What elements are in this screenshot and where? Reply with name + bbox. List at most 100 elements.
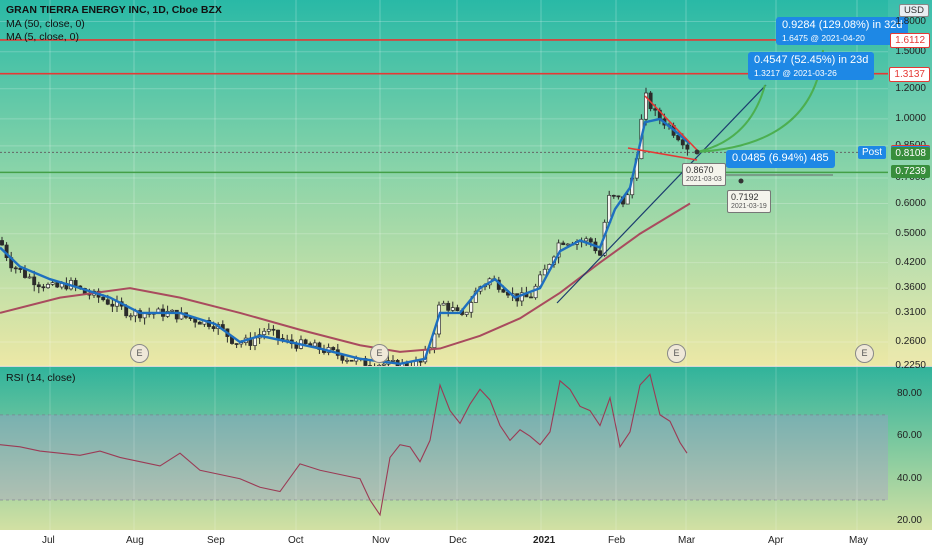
rsi-tick-label: 80.00 [896, 387, 922, 399]
candle-body [529, 296, 533, 299]
earnings-marker-2[interactable]: E [370, 344, 389, 363]
triangle-upper-line [644, 95, 698, 151]
candle-body [501, 289, 506, 293]
rsi-band [0, 414, 888, 501]
candle-body [303, 339, 308, 344]
time-tick-label: Sep [207, 535, 225, 546]
rsi-tick-label: 20.00 [896, 515, 922, 527]
candle-body [142, 313, 147, 319]
candle-body [418, 360, 423, 363]
candle-body [584, 238, 589, 242]
candle-body [50, 282, 55, 285]
earnings-marker-3[interactable]: E [667, 344, 686, 363]
candle-body [266, 328, 271, 332]
candle-body [32, 276, 37, 286]
price-flag-1: 0.8670 2021-03-03 [682, 163, 726, 187]
candle-body [685, 144, 690, 150]
price-flag-2-value: 0.7192 [731, 192, 759, 202]
price-flag-2: 0.7192 2021-03-19 [727, 190, 771, 214]
candle-body [105, 299, 110, 305]
earnings-marker-1[interactable]: E [130, 344, 149, 363]
candle-body [73, 280, 78, 287]
candle-body [253, 337, 257, 346]
currency-button[interactable]: USD [898, 4, 929, 17]
candle-body [312, 342, 317, 347]
candle-body [262, 330, 267, 335]
time-tick-label: Feb [608, 535, 626, 546]
candle-body [561, 242, 566, 245]
time-tick-label: 2021 [533, 535, 556, 546]
candle-body [432, 333, 437, 349]
candle-body [616, 195, 621, 198]
earnings-marker-4[interactable]: E [855, 344, 874, 363]
candle-body [46, 283, 50, 289]
projection-2-main: 0.4547 (52.45%) in 23d [754, 54, 869, 66]
projection-tooltip-1: 0.9284 (129.08%) in 32d 1.6475 @ 2021-04… [776, 17, 909, 46]
candle-body [41, 286, 46, 289]
candle-body [611, 194, 616, 197]
candle-body [110, 303, 115, 307]
candle-body [588, 238, 593, 243]
candle-body [0, 240, 4, 246]
projection-1-main: 0.9284 (129.08%) in 32d [782, 19, 903, 31]
chart-title: GRAN TIERRA ENERGY INC, 1D, Cboe BZX [6, 4, 222, 16]
candle-body [23, 269, 27, 278]
time-tick-label: May [849, 535, 868, 546]
candle-body [55, 282, 60, 288]
rsi-background [0, 366, 932, 550]
candle-body [170, 309, 175, 312]
candle-body [234, 343, 239, 345]
price-flag-1-date: 2021-03-03 [686, 175, 722, 183]
ma5-line [0, 117, 691, 366]
candle-body [276, 329, 280, 339]
rsi-chart[interactable] [0, 366, 932, 550]
candle-body [331, 347, 336, 351]
price-tick-label: 0.3600 [895, 282, 926, 294]
candle-body [441, 302, 446, 306]
candle-body [18, 267, 23, 270]
time-axis-bg [0, 530, 932, 550]
candle-body [391, 360, 395, 362]
ma50-legend[interactable]: MA (50, close, 0) [6, 18, 85, 30]
price-tick-label: 0.5000 [895, 227, 926, 239]
candle-body [598, 250, 602, 256]
projection-curve-1 [696, 84, 766, 153]
candle-body [680, 139, 685, 146]
rsi-tick-label: 60.00 [896, 430, 922, 442]
price-level-tag: 1.6112 [890, 32, 930, 48]
price-tick-label: 1.8000 [895, 15, 926, 27]
post-market-tag: Post [857, 146, 886, 160]
candle-body [533, 285, 538, 299]
candle-body [676, 135, 681, 141]
price-level-tag: 1.3137 [889, 66, 930, 82]
price-tick-label: 0.8500 [895, 140, 926, 151]
time-tick-label: Apr [768, 535, 784, 546]
price-tick-label: 0.3100 [895, 306, 926, 318]
price-level-tag: 0.7239 [891, 165, 930, 179]
candle-body [653, 108, 658, 111]
time-tick-label: Jul [42, 535, 55, 546]
time-tick-label: Nov [372, 535, 390, 546]
ma5-legend[interactable]: MA (5, close, 0) [6, 31, 79, 43]
price-tick-label: 0.2600 [895, 336, 926, 348]
price-tick-label: 0.4200 [895, 256, 926, 268]
price-flag-2-date: 2021-03-19 [731, 202, 767, 210]
candle-body [271, 328, 276, 331]
trend-line [556, 84, 767, 304]
anchor-point [738, 178, 744, 184]
projection-tooltip-3: 0.0485 (6.94%) 485 [726, 150, 835, 168]
candle-body [174, 309, 179, 320]
candle-body [138, 310, 142, 319]
candle-body [446, 302, 451, 311]
time-tick-label: Oct [288, 535, 304, 546]
projection-2-sub: 1.3217 @ 2021-03-26 [754, 67, 837, 78]
rsi-legend[interactable]: RSI (14, close) [6, 372, 76, 384]
candle-body [455, 307, 460, 312]
price-flag-1-value: 0.8670 [686, 165, 714, 175]
candle-body [450, 307, 455, 311]
candle-body [625, 194, 630, 205]
price-tick-label: 1.5000 [895, 45, 926, 57]
price-tick-label: 0.6000 [895, 197, 926, 209]
candle-body [340, 355, 345, 361]
